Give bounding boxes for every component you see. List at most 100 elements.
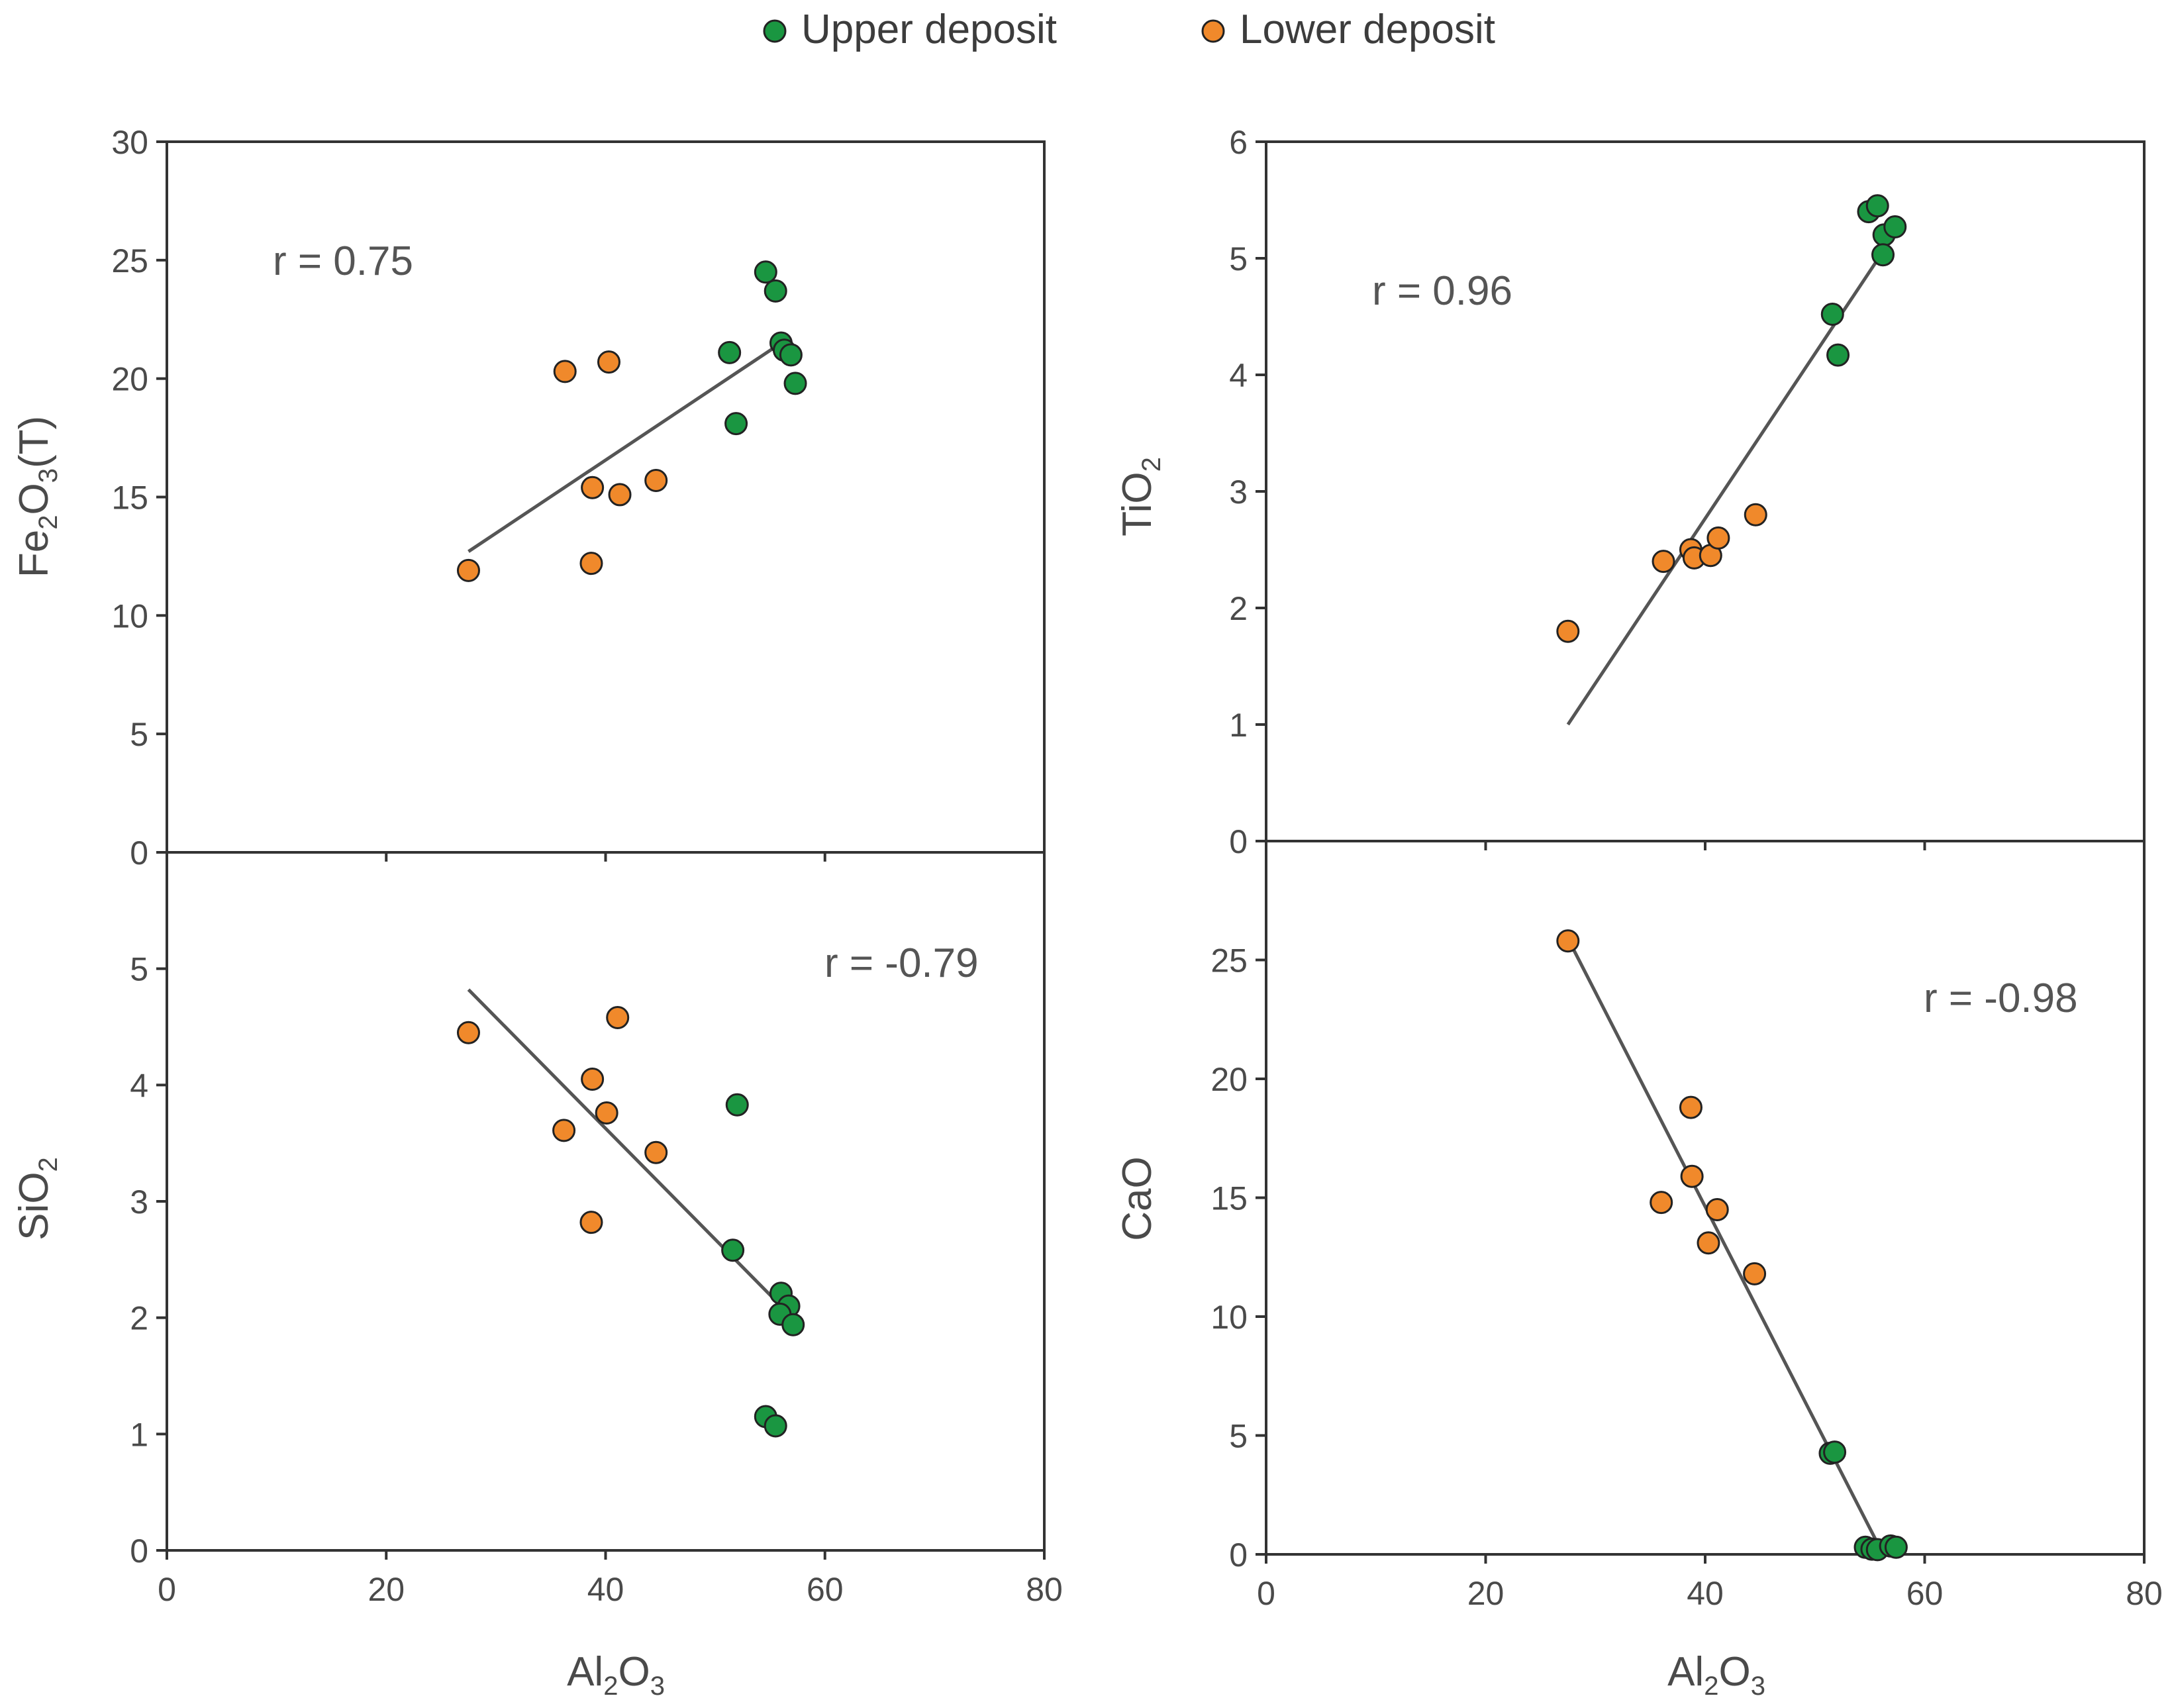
data-point-upper [764,279,787,303]
panel-sio2: 0 1 2 3 4 5 0 20 40 60 80 r = -0.79 SiO2 Al2O3 [11,851,1063,1701]
data-point-upper [1871,243,1895,267]
x-tick-label: 20 [368,1571,405,1608]
correlation-label: r = 0.75 [273,238,413,284]
correlation-label: r = -0.98 [1924,976,2078,1021]
y-tick-label: 0 [1229,823,1248,860]
y-tick-label: 4 [130,1067,148,1104]
label-part: Al [567,1649,603,1695]
y-tick-label: 2 [130,1300,148,1337]
y-axis-title: Fe2O3(T) [11,416,63,578]
panel-fe2o3: 0 5 10 15 20 25 30 r = 0.75 Fe2O3(T) [11,124,1046,872]
data-point-upper [1884,1535,1908,1559]
y-tick-label: 3 [1229,474,1248,511]
y-axis-title: SiO2 [11,1157,63,1240]
data-point-lower [644,468,668,492]
x-tick-label: 0 [1257,1575,1275,1612]
data-point-lower [579,552,603,576]
data-point-lower [1556,619,1580,643]
x-tick-label: 40 [587,1571,624,1608]
legend-marker-lower [1201,19,1225,43]
correlation-label: r = -0.79 [824,940,979,986]
y-tick-label: 10 [111,597,148,634]
data-point-lower [456,1021,480,1044]
data-point-upper [1826,343,1850,367]
data-point-lower [1556,929,1580,953]
x-tick-label: 0 [158,1571,176,1608]
data-point-lower [1679,1095,1703,1119]
data-point-lower [1705,1197,1729,1221]
y-tick-label: 2 [1229,590,1248,627]
legend-label-lower: Lower deposit [1240,7,1495,52]
panel-cao: 0 5 10 15 20 25 0 20 40 60 80 r = -0.98 CaO Al2O3 [1114,840,2163,1701]
data-point-lower [1680,1164,1704,1188]
data-point-upper [725,1093,749,1117]
y-tick-label: 4 [1229,357,1248,394]
data-point-lower [1697,1231,1720,1255]
y-tick-label: 0 [1229,1536,1248,1574]
y-tick-label: 20 [1210,1061,1248,1098]
subscript: 3 [34,468,63,483]
subscript: 2 [34,1157,63,1172]
data-point-lower [456,558,480,582]
label-part: O [1718,1649,1750,1695]
label-part: O [618,1649,650,1695]
y-tick-label: 15 [1210,1180,1248,1217]
x-tick-label: 80 [2126,1575,2163,1612]
trendline [1566,246,1888,726]
y-tick-label: 0 [130,1532,148,1570]
y-tick-label: 30 [111,124,148,161]
y-axis-title: TiO2 [1114,457,1166,536]
data-point-lower [595,1101,618,1125]
subscript: 2 [34,515,63,530]
x-tick-label: 20 [1467,1575,1505,1612]
data-point-lower [1650,1191,1673,1215]
x-tick-label: 80 [1026,1571,1063,1608]
label-part: O [11,483,57,515]
x-tick-label: 40 [1687,1575,1724,1612]
data-point-lower [644,1140,668,1164]
data-point-upper [783,372,807,395]
data-point-upper [724,412,748,436]
x-tick-label: 60 [1906,1575,1944,1612]
subscript: 2 [1137,457,1166,472]
data-point-upper [1820,302,1844,326]
label-part: (T) [11,416,57,468]
y-tick-label: 10 [1210,1299,1248,1336]
data-point-upper [779,343,803,367]
data-point-lower [581,1068,605,1091]
y-tick-label: 1 [130,1416,148,1453]
data-point-upper [1883,215,1907,238]
legend-marker-upper [763,19,787,43]
y-tick-label: 25 [111,242,148,279]
y-tick-label: 5 [130,951,148,988]
label-part: Fe [11,530,57,578]
data-point-upper [764,1414,787,1438]
y-tick-label: 15 [111,479,148,517]
x-axis-title: Al2O3 [567,1649,665,1701]
data-point-upper [781,1313,805,1336]
data-point-lower [579,1211,603,1234]
subscript: 3 [1751,1672,1765,1701]
data-point-lower [581,476,605,499]
y-tick-label: 5 [130,716,148,753]
x-tick-label: 60 [807,1571,844,1608]
y-axis-title: CaO [1114,1156,1160,1240]
subscript: 3 [650,1672,665,1701]
label-part: CaO [1114,1156,1160,1240]
data-point-lower [1744,503,1767,527]
data-point-lower [1743,1262,1767,1285]
data-point-upper [718,340,742,364]
data-point-upper [721,1238,745,1262]
subscript: 2 [1704,1672,1718,1701]
legend-label-upper: Upper deposit [801,7,1057,52]
data-point-lower [553,360,577,383]
y-tick-label: 5 [1229,240,1248,277]
y-tick-label: 0 [130,834,148,872]
label-part: O [1114,472,1160,503]
subscript: 2 [603,1672,618,1701]
label-part: O [11,1172,57,1203]
y-tick-label: 20 [111,361,148,398]
data-point-lower [1652,550,1675,574]
